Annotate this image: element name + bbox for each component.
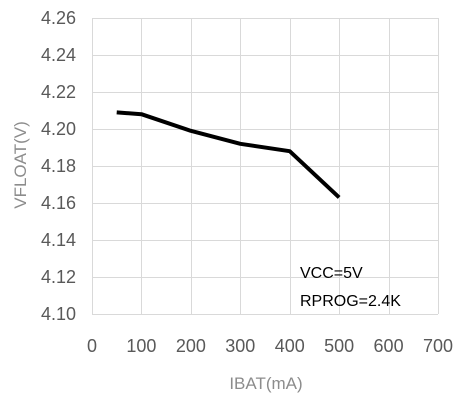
x-tick-label: 400 bbox=[275, 336, 305, 356]
x-tick-label: 100 bbox=[126, 336, 156, 356]
x-tick-label: 200 bbox=[176, 336, 206, 356]
y-tick-label: 4.16 bbox=[41, 193, 76, 213]
x-tick-label: 700 bbox=[423, 336, 453, 356]
grid bbox=[92, 18, 439, 315]
y-tick-label: 4.26 bbox=[41, 8, 76, 28]
y-axis-title: VFLOAT(V) bbox=[11, 121, 30, 209]
y-tick-label: 4.12 bbox=[41, 267, 76, 287]
x-tick-label: 600 bbox=[374, 336, 404, 356]
series-group bbox=[116, 110, 341, 199]
y-tick-label: 4.10 bbox=[41, 304, 76, 324]
y-tick-label: 4.24 bbox=[41, 45, 76, 65]
annotation-rprog: RPROG=2.4K bbox=[300, 293, 401, 310]
x-tick-label: 300 bbox=[225, 336, 255, 356]
x-axis-ticks: 0 100 200 300 400 500 600 700 bbox=[87, 336, 453, 356]
x-axis-title: IBAT(mA) bbox=[229, 374, 302, 393]
y-tick-label: 4.14 bbox=[41, 230, 76, 250]
annotation-vcc: VCC=5V bbox=[300, 265, 363, 282]
y-tick-label: 4.22 bbox=[41, 82, 76, 102]
series-line bbox=[116, 110, 341, 199]
x-tick-label: 0 bbox=[87, 336, 97, 356]
x-tick-label: 500 bbox=[324, 336, 354, 356]
y-tick-label: 4.20 bbox=[41, 119, 76, 139]
y-axis-ticks: 4.10 4.12 4.14 4.16 4.18 4.20 4.22 4.24 4.26 bbox=[41, 8, 76, 324]
y-tick-label: 4.18 bbox=[41, 156, 76, 176]
